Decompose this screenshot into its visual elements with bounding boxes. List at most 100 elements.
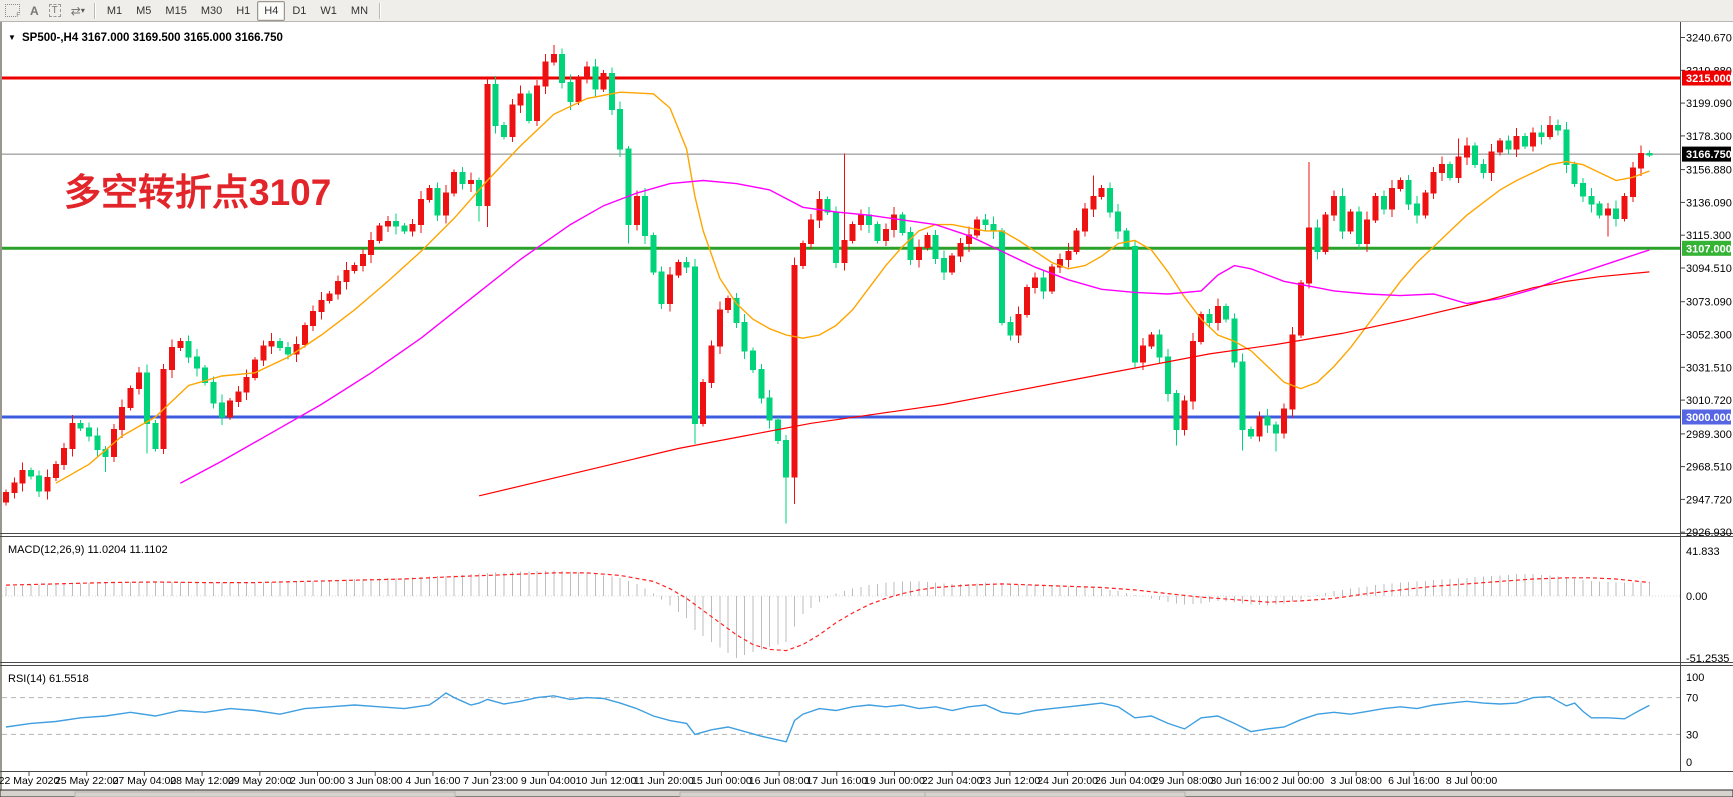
candle	[1015, 306, 1022, 344]
macd-panel[interactable]: MACD(12,26,9) 11.0204 11.1102	[2, 544, 1680, 658]
resistance-line-price-badge: 3215.000	[1682, 70, 1732, 86]
candle	[1347, 208, 1354, 235]
chart-title: ▼ SP500-,H4 3167.000 3169.500 3165.000 31…	[8, 32, 283, 44]
time-axis-label: 2 Jun 00:00	[290, 775, 345, 787]
chart-annotation-text[interactable]: 多空转折点3107	[64, 172, 331, 213]
candle-body-up	[1057, 258, 1064, 268]
chart-canvas[interactable]: ▼ SP500-,H4 3167.000 3169.500 3165.000 31…	[0, 22, 1733, 797]
candle	[1389, 180, 1396, 218]
candle-body-down	[1613, 208, 1620, 219]
rsi-panel[interactable]: RSI(14) 61.5518	[2, 673, 1680, 743]
candle	[857, 209, 864, 231]
candle	[1472, 142, 1479, 168]
text-label-icon[interactable]: T	[44, 1, 66, 21]
rsi-axis-label: 30	[1686, 729, 1698, 741]
candle	[1555, 119, 1562, 136]
candle	[509, 99, 516, 142]
price-axis-label: 3240.670	[1686, 33, 1732, 45]
candle-body-up	[409, 224, 416, 232]
candle-body-up	[1306, 227, 1313, 284]
candle	[559, 48, 566, 89]
candle	[633, 190, 640, 231]
candle-body-down	[982, 219, 989, 226]
candle	[335, 275, 341, 300]
candle	[1588, 188, 1595, 213]
time-axis-label: 9 Jun 04:00	[521, 775, 576, 787]
candle	[36, 470, 43, 497]
candle	[1206, 308, 1213, 329]
candle-body-up	[534, 85, 541, 122]
candle	[642, 188, 649, 244]
candle-body-down	[750, 350, 756, 371]
candle	[1264, 408, 1271, 434]
candle-body-up	[467, 180, 474, 185]
candle	[1057, 253, 1064, 273]
candle-body-down	[650, 235, 657, 273]
candle	[227, 398, 234, 421]
price-badge-value: 3000.000	[1686, 412, 1732, 424]
crosshair-arrows-icon[interactable]: ⇄ ▾	[70, 3, 85, 18]
dropdown-caret-icon[interactable]: ▾	[80, 6, 85, 15]
ma-slow-line[interactable]	[478, 271, 1650, 497]
candle	[27, 467, 34, 480]
candle-body-up	[418, 198, 424, 226]
candle-body-up	[44, 477, 51, 492]
bottom-terminal-strip	[0, 789, 1733, 797]
candle	[799, 240, 806, 269]
timeframe-button-m30[interactable]: M30	[200, 4, 223, 17]
time-axis-label: 2 Jul 00:00	[1273, 775, 1325, 787]
font-a-icon[interactable]: A	[30, 3, 39, 18]
candle-body-up	[119, 407, 126, 431]
candle	[44, 469, 51, 500]
candle	[1198, 311, 1205, 345]
bottom-strip-button[interactable]	[74, 791, 456, 797]
candle	[1497, 137, 1503, 156]
candle	[1488, 143, 1495, 181]
ma-fast-line[interactable]	[55, 91, 1650, 484]
candle-body-up	[1455, 156, 1462, 178]
timeframe-button-m15[interactable]: M15	[165, 4, 187, 17]
candle	[1331, 190, 1337, 221]
price-axis-label: 3199.090	[1686, 98, 1732, 110]
candle-body-down	[1405, 180, 1412, 205]
candle-body-down	[733, 298, 740, 323]
grid-f-icon[interactable]: F	[0, 1, 25, 21]
candle	[758, 364, 765, 404]
timeframe-button-h1[interactable]: H1	[236, 4, 251, 17]
bottom-strip-button[interactable]	[924, 791, 1186, 797]
candle-body-up	[799, 243, 806, 267]
timeframe-button-d1[interactable]: D1	[292, 4, 307, 17]
candle-body-down	[1480, 164, 1487, 174]
ma-medium-line[interactable]	[179, 179, 1650, 484]
candle-body-down	[1173, 392, 1180, 431]
candle	[326, 290, 333, 304]
candle-body-down	[758, 369, 765, 399]
candle-body-up	[542, 61, 549, 87]
timeframe-button-h4[interactable]: H4	[257, 0, 286, 21]
candle-body-down	[1223, 306, 1230, 320]
candle-body-down	[1646, 153, 1653, 156]
candle	[1571, 161, 1578, 187]
timeframe-button-m5[interactable]: M5	[136, 4, 152, 17]
rsi-line[interactable]	[5, 692, 1650, 743]
candle-body-up	[965, 234, 972, 245]
timeframe-button-w1[interactable]: W1	[320, 4, 337, 17]
candle-body-up	[301, 325, 308, 345]
candle	[135, 367, 142, 395]
timeframe-button-mn[interactable]: MN	[350, 4, 369, 17]
candle-body-down	[1580, 183, 1586, 197]
candle	[484, 78, 491, 228]
candle-body-up	[1389, 187, 1396, 210]
candle-body-up	[318, 299, 325, 312]
timeframe-button-m1[interactable]: M1	[106, 4, 123, 17]
candle	[1546, 115, 1553, 140]
candle	[600, 70, 607, 93]
time-axis-label: 22 May 2020	[0, 775, 60, 787]
main-price-panel[interactable]	[2, 44, 1680, 524]
candle	[700, 379, 707, 427]
candle-body-up	[841, 239, 848, 263]
rsi-axis-label: 0	[1686, 757, 1692, 769]
candle-body-up	[368, 239, 375, 256]
price-axis-label: 3156.880	[1686, 165, 1732, 177]
